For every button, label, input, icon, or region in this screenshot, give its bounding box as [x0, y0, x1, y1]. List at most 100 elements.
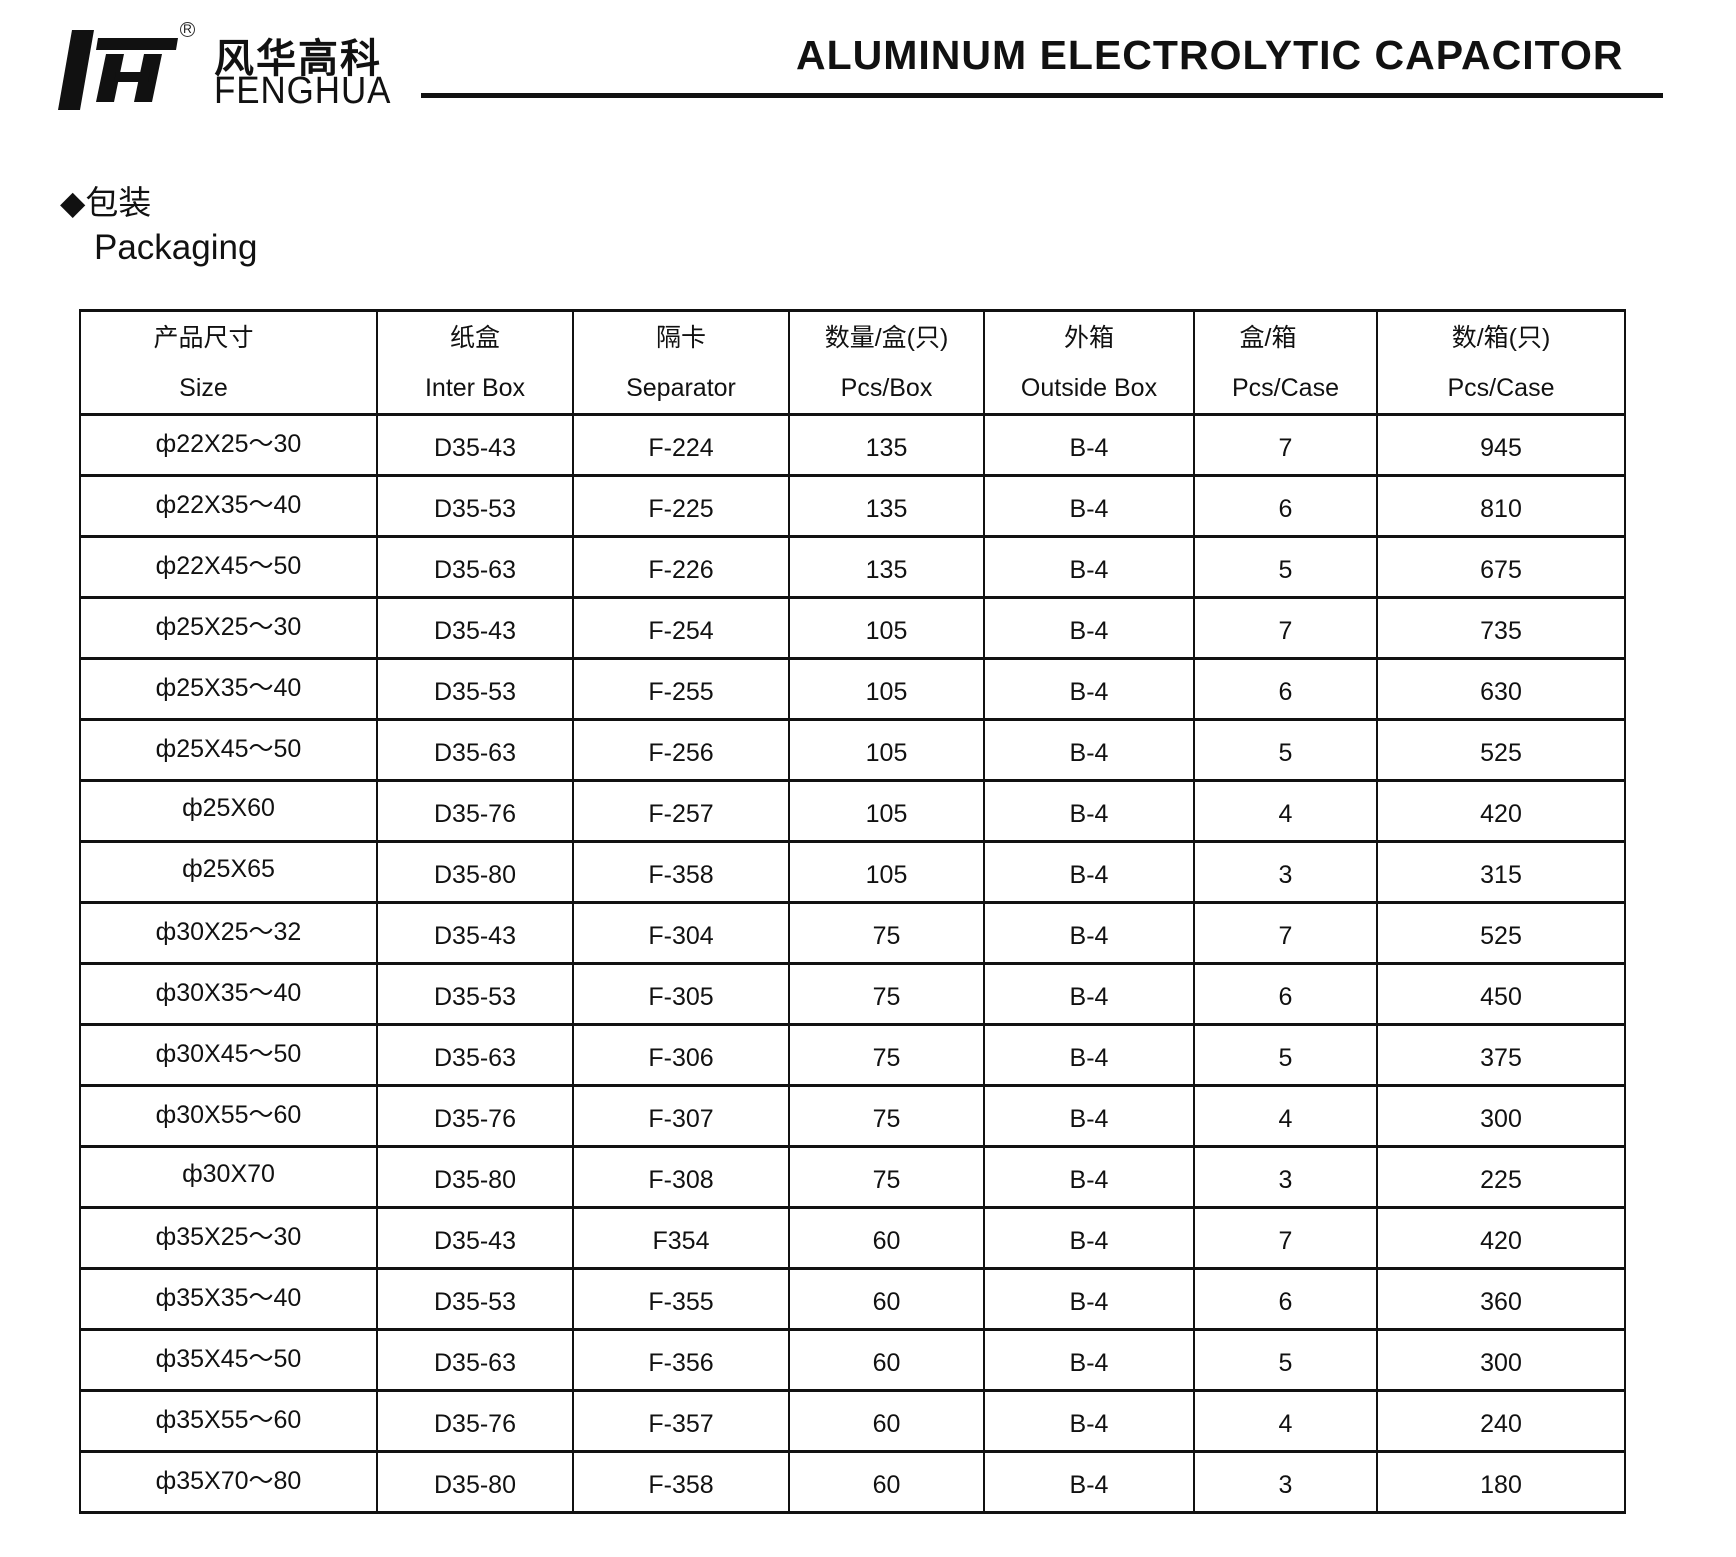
table-row: ф35X70～80 D35-80 F-358 60 B-4 3 180 — [79, 1451, 1626, 1513]
cell-size: ф35X70～80 — [79, 1451, 378, 1513]
cell-outside-box: B-4 — [983, 1085, 1195, 1147]
cell-boxes-per-case: 6 — [1193, 658, 1378, 720]
cell-boxes-per-case: 3 — [1193, 1451, 1378, 1513]
cell-size: ф30X35～40 — [79, 963, 378, 1025]
cell-pcs-per-box: 60 — [788, 1329, 985, 1391]
cell-separator: F-225 — [572, 475, 790, 537]
cell-pcs-per-case: 300 — [1376, 1329, 1626, 1391]
cell-boxes-per-case: 6 — [1193, 963, 1378, 1025]
cell-pcs-per-box: 75 — [788, 963, 985, 1025]
column-header-en: Pcs/Case — [1232, 373, 1339, 402]
cell-pcs-per-box: 105 — [788, 719, 985, 781]
cell-inter-box: D35-43 — [376, 902, 574, 964]
cell-inter-box: D35-43 — [376, 1207, 574, 1269]
cell-inter-box: D35-53 — [376, 475, 574, 537]
column-header: 数/箱(只) Pcs/Case — [1376, 310, 1626, 415]
column-header-cn: 产品尺寸 — [153, 323, 254, 352]
document-title: ALUMINUM ELECTROLYTIC CAPACITOR — [796, 32, 1624, 78]
cell-size: ф25X25～30 — [79, 597, 378, 659]
column-header-en: Size — [179, 373, 228, 402]
cell-boxes-per-case: 6 — [1193, 475, 1378, 537]
cell-separator: F-357 — [572, 1390, 790, 1452]
cell-pcs-per-case: 420 — [1376, 1207, 1626, 1269]
cell-pcs-per-case: 180 — [1376, 1451, 1626, 1513]
cell-boxes-per-case: 3 — [1193, 841, 1378, 903]
cell-separator: F-358 — [572, 841, 790, 903]
section-heading-cn: ◆包装 — [60, 176, 151, 224]
cell-outside-box: B-4 — [983, 780, 1195, 842]
cell-boxes-per-case: 5 — [1193, 1024, 1378, 1086]
cell-outside-box: B-4 — [983, 597, 1195, 659]
cell-pcs-per-case: 525 — [1376, 719, 1626, 781]
cell-inter-box: D35-53 — [376, 1268, 574, 1330]
cell-inter-box: D35-53 — [376, 963, 574, 1025]
cell-outside-box: B-4 — [983, 1207, 1195, 1269]
column-header-en: Pcs/Case — [1447, 373, 1555, 402]
cell-pcs-per-box: 135 — [788, 536, 985, 598]
cell-pcs-per-box: 60 — [788, 1451, 985, 1513]
cell-size: ф35X45～50 — [79, 1329, 378, 1391]
cell-boxes-per-case: 4 — [1193, 1085, 1378, 1147]
column-header-cn: 数量/盒(只) — [824, 323, 949, 352]
cell-pcs-per-case: 240 — [1376, 1390, 1626, 1452]
cell-outside-box: B-4 — [983, 536, 1195, 598]
cell-size: ф30X55～60 — [79, 1085, 378, 1147]
diamond-bullet-icon: ◆ — [60, 183, 86, 222]
cell-pcs-per-box: 75 — [788, 1085, 985, 1147]
cell-outside-box: B-4 — [983, 1451, 1195, 1513]
cell-size: ф25X65 — [79, 841, 378, 903]
cell-inter-box: D35-80 — [376, 841, 574, 903]
cell-inter-box: D35-80 — [376, 1146, 574, 1208]
cell-outside-box: B-4 — [983, 475, 1195, 537]
cell-pcs-per-case: 630 — [1376, 658, 1626, 720]
table-row: ф25X60 D35-76 F-257 105 B-4 4 420 — [79, 780, 1626, 842]
brand-name-cn: 风华高科 — [214, 36, 382, 82]
table-row: ф30X25～32 D35-43 F-304 75 B-4 7 525 — [79, 902, 1626, 964]
cell-size: ф30X70 — [79, 1146, 378, 1208]
cell-separator: F-355 — [572, 1268, 790, 1330]
cell-inter-box: D35-63 — [376, 1024, 574, 1086]
table-row: ф22X35～40 D35-53 F-225 135 B-4 6 810 — [79, 475, 1626, 537]
cell-outside-box: B-4 — [983, 841, 1195, 903]
cell-boxes-per-case: 7 — [1193, 1207, 1378, 1269]
cell-pcs-per-case: 375 — [1376, 1024, 1626, 1086]
cell-separator: F-307 — [572, 1085, 790, 1147]
table-row: ф25X45～50 D35-63 F-256 105 B-4 5 525 — [79, 719, 1626, 781]
column-header-cn: 纸盒 — [449, 323, 500, 352]
cell-pcs-per-box: 135 — [788, 414, 985, 476]
cell-inter-box: D35-63 — [376, 536, 574, 598]
cell-pcs-per-case: 315 — [1376, 841, 1626, 903]
cell-inter-box: D35-76 — [376, 1390, 574, 1452]
fenghua-logo-icon — [58, 30, 178, 110]
cell-outside-box: B-4 — [983, 719, 1195, 781]
table-row: ф35X55～60 D35-76 F-357 60 B-4 4 240 — [79, 1390, 1626, 1452]
table-row: ф30X55～60 D35-76 F-307 75 B-4 4 300 — [79, 1085, 1626, 1147]
column-header-en: Pcs/Box — [840, 373, 933, 402]
cell-pcs-per-box: 135 — [788, 475, 985, 537]
table-header-row: 产品尺寸 Size 纸盒 Inter Box 隔卡 Separator 数量/盒(只) Pcs… — [79, 310, 1626, 415]
column-header-cn: 隔卡 — [655, 323, 706, 352]
column-header: 隔卡 Separator — [572, 310, 790, 415]
cell-pcs-per-case: 450 — [1376, 963, 1626, 1025]
cell-pcs-per-case: 945 — [1376, 414, 1626, 476]
table-row: ф22X45～50 D35-63 F-226 135 B-4 5 675 — [79, 536, 1626, 598]
cell-inter-box: D35-43 — [376, 414, 574, 476]
cell-outside-box: B-4 — [983, 1268, 1195, 1330]
cell-size: ф35X25～30 — [79, 1207, 378, 1269]
cell-pcs-per-box: 105 — [788, 597, 985, 659]
column-header-en: Outside Box — [1020, 373, 1158, 402]
cell-pcs-per-box: 60 — [788, 1207, 985, 1269]
cell-pcs-per-case: 735 — [1376, 597, 1626, 659]
cell-pcs-per-case: 525 — [1376, 902, 1626, 964]
cell-size: ф22X35～40 — [79, 475, 378, 537]
cell-separator: F-255 — [572, 658, 790, 720]
cell-boxes-per-case: 7 — [1193, 597, 1378, 659]
cell-pcs-per-box: 75 — [788, 1024, 985, 1086]
cell-size: ф22X45～50 — [79, 536, 378, 598]
cell-inter-box: D35-76 — [376, 1085, 574, 1147]
table-row: ф35X45～50 D35-63 F-356 60 B-4 5 300 — [79, 1329, 1626, 1391]
cell-boxes-per-case: 5 — [1193, 719, 1378, 781]
table-row: ф35X35～40 D35-53 F-355 60 B-4 6 360 — [79, 1268, 1626, 1330]
cell-inter-box: D35-80 — [376, 1451, 574, 1513]
table-row: ф25X35～40 D35-53 F-255 105 B-4 6 630 — [79, 658, 1626, 720]
